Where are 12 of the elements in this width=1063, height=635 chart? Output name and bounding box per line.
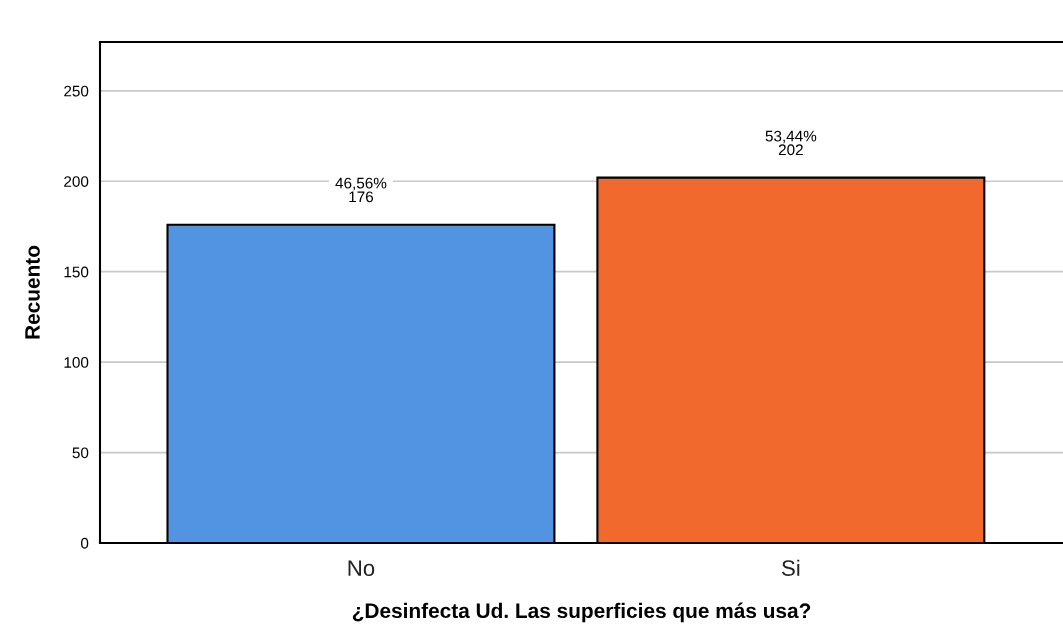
y-tick-label: 250	[64, 85, 89, 97]
data-label: 53,44% 202	[765, 130, 817, 156]
x-tick-label: Si	[782, 559, 800, 576]
x-tick-label: No	[348, 560, 375, 576]
y-tick-label: 50	[72, 447, 89, 459]
y-tick-label: 150	[64, 266, 89, 278]
y-tick-label: 0	[80, 537, 89, 549]
y-axis-title: Recuento	[25, 245, 40, 339]
x-axis-title: ¿Desinfecta Ud. Las superficies que más usa?	[352, 602, 811, 623]
y-tick-label: 100	[64, 357, 89, 368]
y-tick-label: 200	[64, 176, 89, 187]
data-label: 46,56% 176	[335, 177, 387, 203]
